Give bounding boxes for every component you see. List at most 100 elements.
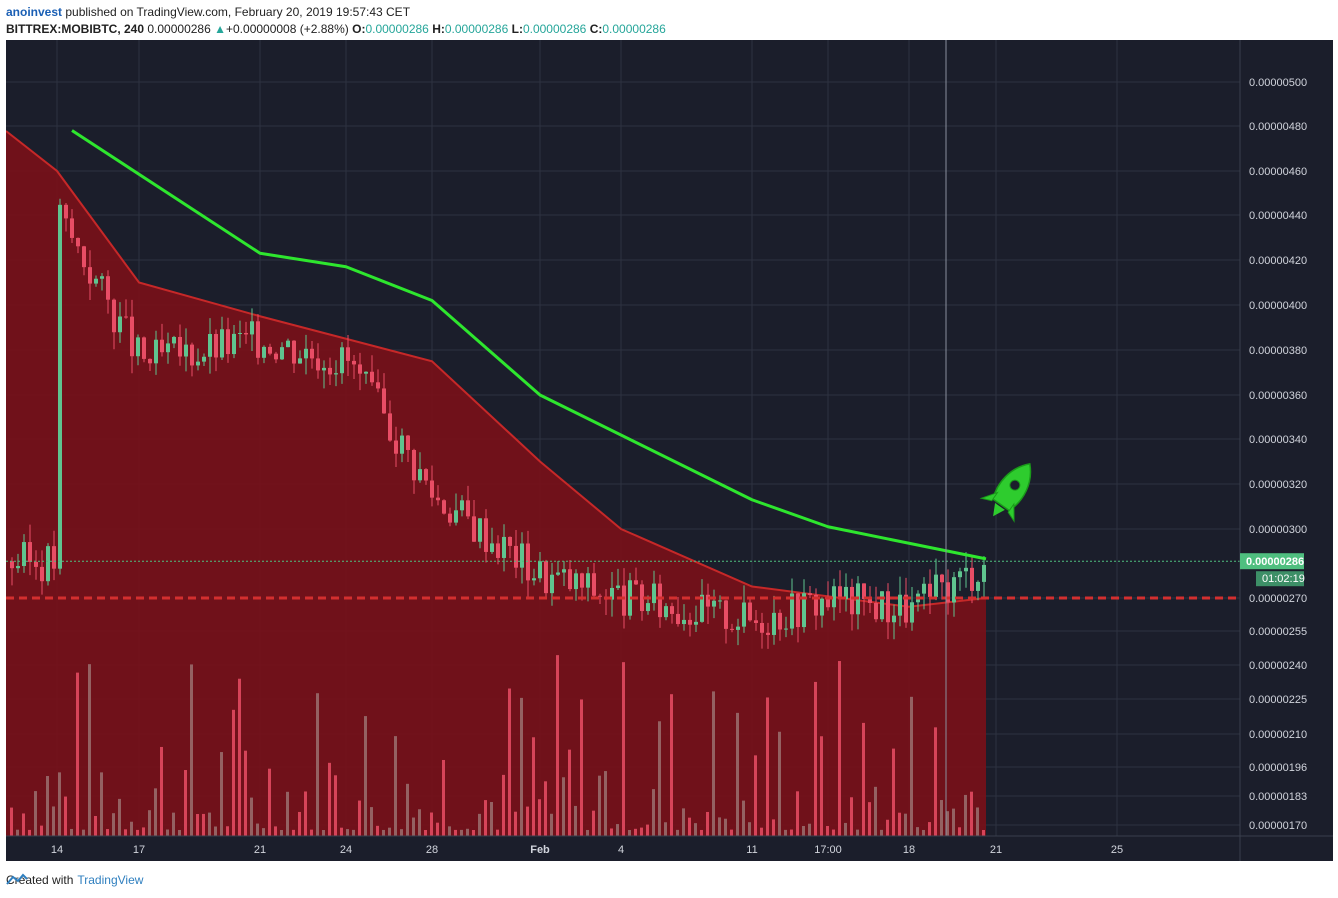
candle-body bbox=[244, 332, 248, 335]
candle-body bbox=[364, 371, 368, 374]
rocket-icon bbox=[979, 463, 1032, 523]
volume-bar bbox=[154, 788, 157, 836]
candle-body bbox=[592, 573, 596, 596]
candle-body bbox=[796, 593, 800, 628]
volume-bar bbox=[10, 807, 13, 836]
candle-body bbox=[880, 591, 884, 620]
candle-body bbox=[958, 571, 962, 578]
candle-body bbox=[442, 500, 446, 514]
candles bbox=[10, 198, 986, 649]
volume-bar bbox=[574, 805, 577, 836]
volume-bar bbox=[274, 826, 277, 836]
tradingview-brand-link[interactable]: TradingView bbox=[77, 873, 144, 887]
volume-bar bbox=[256, 823, 259, 836]
volume-bar bbox=[334, 775, 337, 836]
volume-bar bbox=[316, 693, 319, 836]
candle-body bbox=[94, 278, 98, 284]
volume-bar bbox=[454, 829, 457, 836]
volume-bar bbox=[868, 802, 871, 836]
candle-body bbox=[130, 316, 134, 357]
volume-bar bbox=[358, 800, 361, 836]
volume-bar bbox=[718, 817, 721, 836]
candle-body bbox=[502, 536, 506, 558]
volume-bar bbox=[904, 813, 907, 836]
y-tick-label: 0.00000460 bbox=[1249, 166, 1307, 178]
volume-bar bbox=[328, 762, 331, 836]
candle-body bbox=[544, 561, 548, 594]
candle-body bbox=[844, 586, 848, 600]
volume-bar bbox=[166, 829, 169, 836]
volume-bar bbox=[814, 681, 817, 836]
x-tick-label: Feb bbox=[530, 844, 550, 856]
volume-bar bbox=[352, 829, 355, 836]
candle-body bbox=[310, 348, 314, 359]
volume-bar bbox=[64, 796, 67, 836]
volume-bar bbox=[844, 822, 847, 836]
candle-body bbox=[838, 586, 842, 600]
candle-body bbox=[118, 316, 122, 333]
published-text: published on TradingView.com, February 2… bbox=[65, 5, 411, 19]
y-tick-label: 0.00000360 bbox=[1249, 390, 1307, 402]
volume-bar bbox=[94, 815, 97, 836]
volume-bar bbox=[424, 829, 427, 836]
candle-body bbox=[286, 340, 290, 348]
candle-body bbox=[970, 567, 974, 591]
volume-bar bbox=[196, 814, 199, 836]
volume-bar bbox=[892, 748, 895, 836]
candle-body bbox=[706, 594, 710, 607]
volume-bar bbox=[766, 697, 769, 836]
volume-bar bbox=[286, 791, 289, 836]
x-tick-label: 21 bbox=[254, 844, 266, 856]
y-tick-label: 0.00000320 bbox=[1249, 479, 1307, 491]
volume-bar bbox=[826, 825, 829, 836]
candle-body bbox=[616, 585, 620, 588]
ohlc-legend: BITTREX:MOBIBTC, 240 0.00000286 ▲+0.0000… bbox=[6, 22, 666, 36]
candle-body bbox=[190, 344, 194, 366]
candle-body bbox=[232, 333, 236, 355]
x-tick-label: 21 bbox=[990, 844, 1002, 856]
x-tick-label: 17:00 bbox=[814, 844, 842, 856]
close-value: 0.00000286 bbox=[602, 22, 666, 36]
candle-body bbox=[256, 321, 260, 358]
author-link[interactable]: anoinvest bbox=[6, 5, 63, 19]
y-tick-label: 0.00000225 bbox=[1249, 694, 1307, 706]
rocket-window bbox=[1009, 479, 1021, 491]
ma-slow-line bbox=[71, 129, 987, 561]
volume-bar bbox=[376, 825, 379, 836]
y-tick-label: 0.00000440 bbox=[1249, 210, 1307, 222]
candle-body bbox=[652, 583, 656, 604]
volume-bar bbox=[850, 797, 853, 836]
candle-body bbox=[106, 276, 110, 300]
candle-body bbox=[70, 218, 74, 238]
candle-body bbox=[898, 594, 902, 616]
candle-body bbox=[274, 353, 278, 360]
candle-body bbox=[508, 536, 512, 546]
candle-body bbox=[532, 578, 536, 581]
volume-bar bbox=[346, 829, 349, 836]
volume-bar bbox=[880, 829, 883, 836]
price-chart[interactable]: 0.00000500 0.00000480 0.00000460 0.00000440… bbox=[6, 40, 1333, 861]
volume-bar bbox=[640, 827, 643, 836]
candle-body bbox=[208, 334, 212, 357]
volume-bar bbox=[508, 688, 511, 836]
volume-bar bbox=[478, 813, 481, 836]
volume-bar bbox=[838, 661, 841, 836]
candle-body bbox=[376, 382, 380, 389]
candle-body bbox=[556, 572, 560, 575]
candle-body bbox=[202, 356, 206, 362]
volume-bar bbox=[634, 828, 637, 836]
candle-body bbox=[100, 276, 104, 279]
chart-area[interactable]: 0.00000500 0.00000480 0.00000460 0.00000440… bbox=[6, 40, 1333, 861]
candle-body bbox=[238, 332, 242, 334]
candle-body bbox=[496, 543, 500, 558]
volume-bar bbox=[556, 655, 559, 836]
volume-bar bbox=[790, 829, 793, 836]
candle-body bbox=[568, 569, 572, 590]
candle-body bbox=[340, 347, 344, 374]
candle-body bbox=[664, 606, 668, 618]
y-tick-label: 0.00000170 bbox=[1249, 820, 1307, 832]
x-tick-label: 11 bbox=[746, 844, 757, 856]
candle-body bbox=[406, 435, 410, 450]
high-label: H: bbox=[432, 22, 445, 36]
y-tick-label: 0.00000400 bbox=[1249, 300, 1307, 312]
